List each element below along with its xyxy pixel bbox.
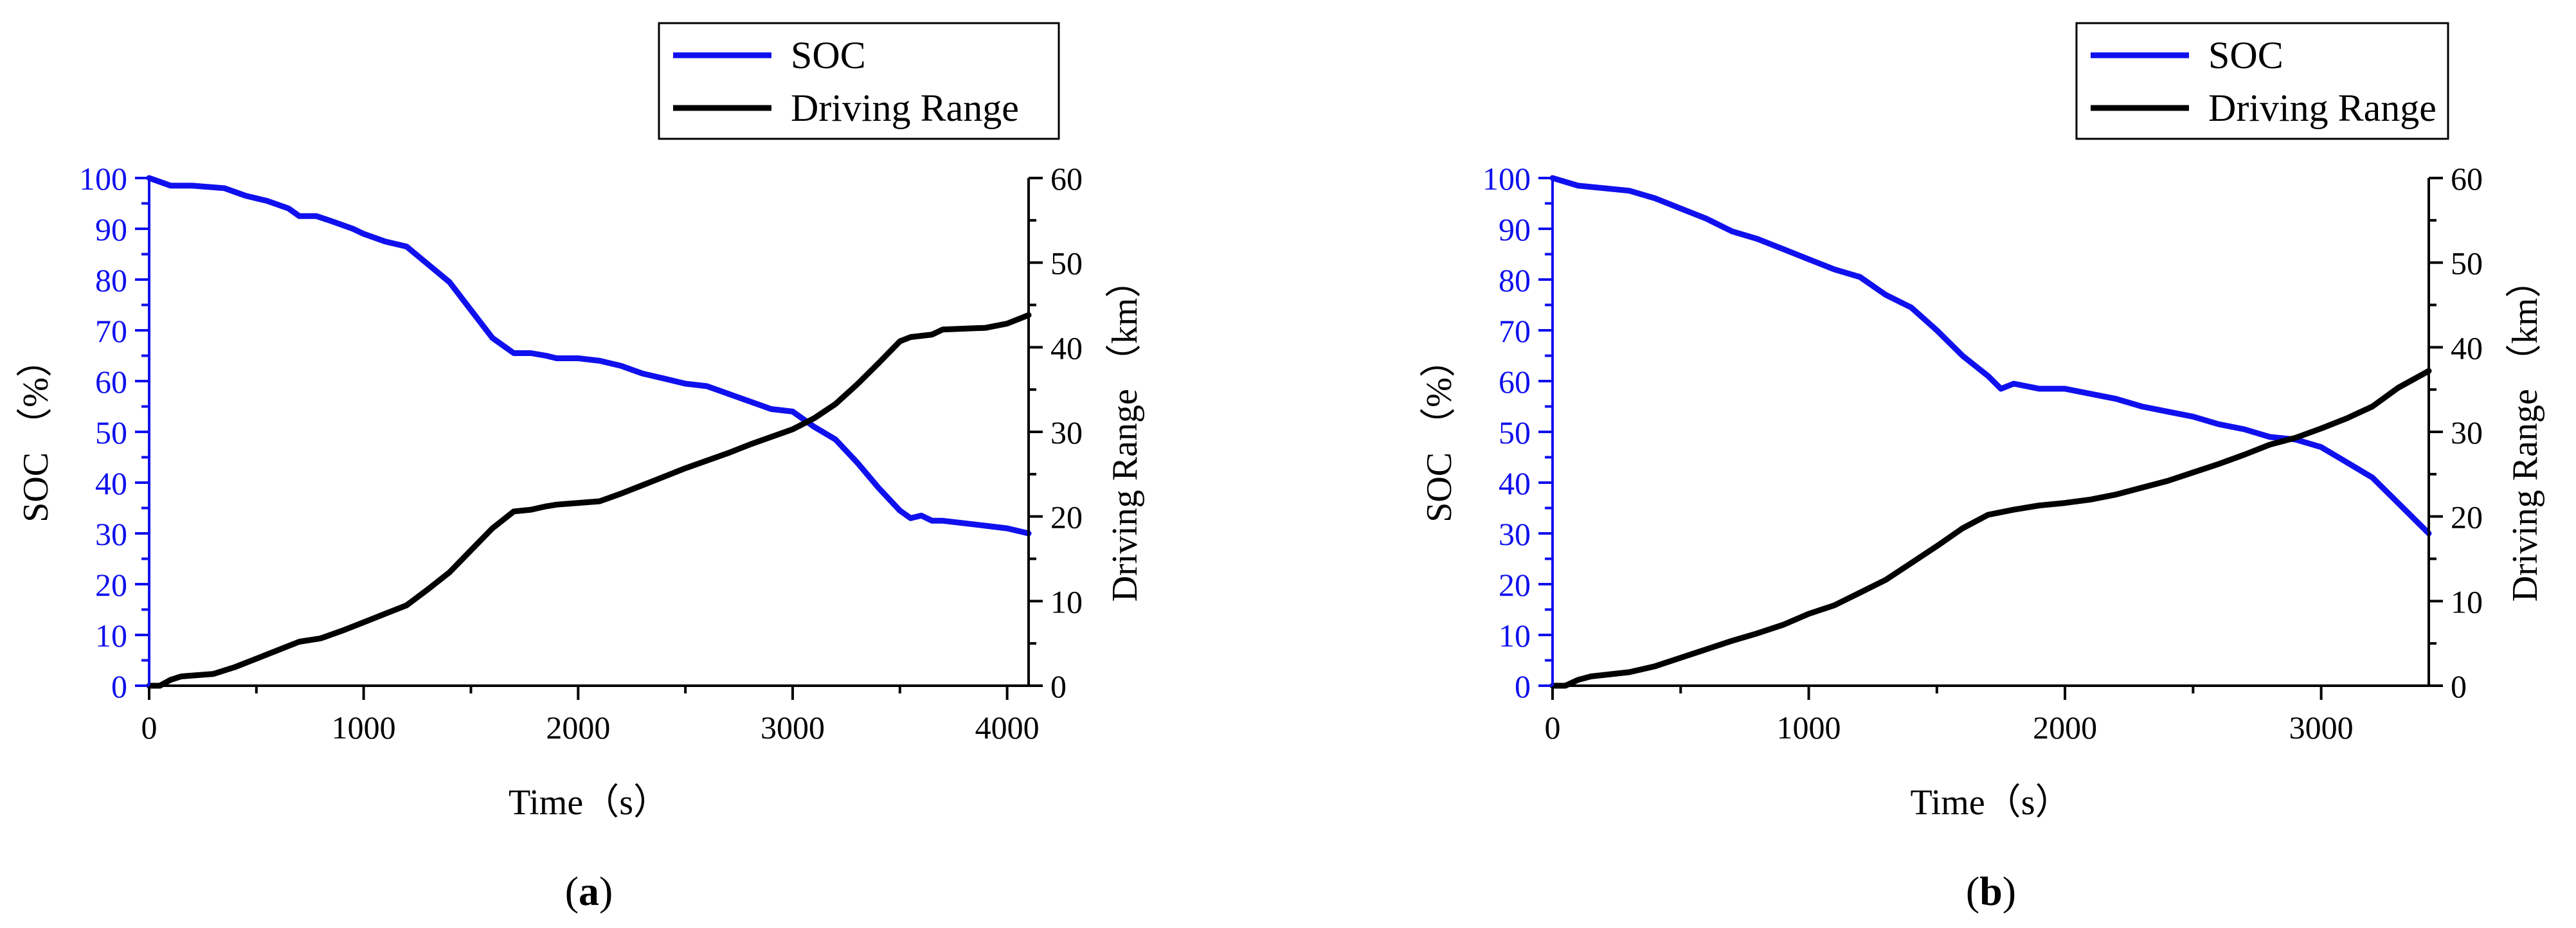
legend-label-driving-range: Driving Range <box>2208 87 2436 129</box>
y-left-tick-label: 100 <box>79 161 127 197</box>
y-right-axis-title: Driving Range （km） <box>1105 262 1145 602</box>
y-right-tick-label: 30 <box>1050 415 1083 451</box>
legend: SOC Driving Range <box>2075 22 2449 140</box>
x-axis-title: Time（s） <box>1910 783 2071 823</box>
x-tick-label: 1000 <box>1777 709 1841 745</box>
caption-close-paren: ) <box>2003 868 2016 914</box>
y-left-tick-label: 90 <box>1499 211 1531 247</box>
caption-open-paren: ( <box>1966 868 1979 914</box>
y-right-tick-label: 50 <box>2451 245 2483 281</box>
y-left-axis-title: SOC （%） <box>16 341 56 522</box>
legend-label-soc: SOC <box>2208 34 2283 76</box>
y-left-tick-label: 90 <box>95 211 127 247</box>
y-right-tick-label: 30 <box>2451 415 2483 451</box>
y-left-tick-label: 80 <box>1499 262 1531 298</box>
x-tick-label: 4000 <box>975 709 1040 745</box>
y-left-tick-label: 30 <box>1499 516 1531 552</box>
y-right-tick-label: 0 <box>1050 668 1067 704</box>
series-line-driving-range <box>1549 368 2432 689</box>
chart-a: 0 1000 2000 3000 400001020304050607080901000… <box>16 22 1145 914</box>
y-right-tick-label: 20 <box>1050 499 1083 535</box>
y-left-tick-label: 50 <box>95 415 127 451</box>
caption-close-paren: ) <box>599 868 613 914</box>
y-left-axis-title: SOC （%） <box>1419 341 1459 522</box>
y-left-tick-label: 40 <box>1499 465 1531 501</box>
y-left-tick-label: 70 <box>95 313 127 349</box>
y-right-tick-label: 10 <box>2451 584 2483 620</box>
legend-box <box>2075 22 2449 140</box>
y-right-tick-label: 40 <box>2451 330 2483 366</box>
x-tick-label: 2000 <box>2033 709 2097 745</box>
legend-label-driving-range: Driving Range <box>791 87 1019 129</box>
y-left-tick-label: 70 <box>1499 313 1531 349</box>
x-tick-label: 3000 <box>761 709 825 745</box>
y-left-tick-label: 60 <box>1499 364 1531 400</box>
y-right-tick-label: 60 <box>2451 161 2483 197</box>
y-right-tick-label: 40 <box>1050 330 1083 366</box>
series-line-driving-range <box>146 312 1032 689</box>
y-right-tick-label: 60 <box>1050 161 1083 197</box>
y-right-tick-label: 10 <box>1050 584 1083 620</box>
caption-open-paren: ( <box>565 868 579 914</box>
x-axis-title: Time（s） <box>509 783 669 823</box>
y-left-tick-label: 30 <box>95 516 127 552</box>
y-left-tick-label: 100 <box>1482 161 1531 197</box>
y-left-tick-label: 50 <box>1499 415 1531 451</box>
chart-b: 0 1000 2000 3000010203040506070809010001020… <box>1419 22 2545 914</box>
caption-letter: b <box>1979 868 2003 914</box>
y-left-tick-label: 20 <box>1499 567 1531 603</box>
y-right-tick-label: 20 <box>2451 499 2483 535</box>
y-left-tick-label: 60 <box>95 364 127 400</box>
legend-label-soc: SOC <box>791 34 866 76</box>
y-left-tick-label: 0 <box>111 668 127 704</box>
x-tick-label: 3000 <box>2289 709 2354 745</box>
x-tick-label: 0 <box>141 709 158 745</box>
y-left-tick-label: 80 <box>95 262 127 298</box>
panel-caption: (a) <box>565 868 613 914</box>
series-line-soc <box>146 175 1032 537</box>
y-left-tick-label: 20 <box>95 567 127 603</box>
caption-letter: a <box>579 868 599 914</box>
x-tick-label: 1000 <box>332 709 396 745</box>
panel-caption: (b) <box>1966 868 2016 914</box>
y-left-tick-label: 10 <box>1499 618 1531 654</box>
x-tick-label: 2000 <box>546 709 610 745</box>
y-left-tick-label: 40 <box>95 465 127 501</box>
y-right-axis-title: Driving Range （km） <box>2505 262 2545 602</box>
x-tick-label: 0 <box>1545 709 1561 745</box>
y-left-tick-label: 10 <box>95 618 127 654</box>
legend: SOC Driving Range <box>658 22 1060 140</box>
y-right-tick-label: 0 <box>2451 668 2467 704</box>
y-left-tick-label: 0 <box>1515 668 1531 704</box>
y-right-tick-label: 50 <box>1050 245 1083 281</box>
legend-box <box>658 22 1060 140</box>
series-line-soc <box>1549 175 2432 537</box>
